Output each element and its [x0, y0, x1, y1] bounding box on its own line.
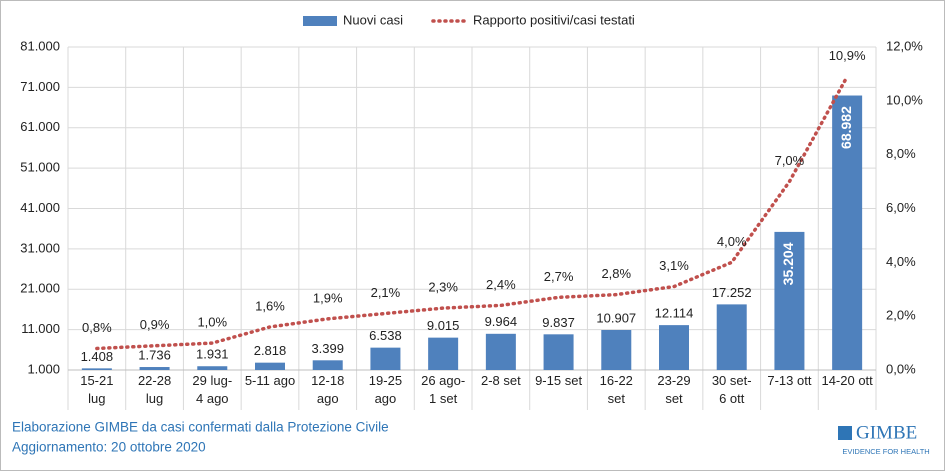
bar-value-label: 35.204	[780, 242, 796, 285]
bar	[485, 333, 516, 370]
y-tick-label: 31.000	[20, 240, 60, 255]
x-tick-label: 23-29 set	[657, 373, 690, 406]
bar-value-label: 9.015	[427, 318, 460, 333]
line-value-label: 1,9%	[313, 290, 343, 305]
y2-tick-label: 2,0%	[886, 308, 916, 323]
y2-tick-label: 4,0%	[886, 254, 916, 269]
x-tick-label: 26 ago-1 set	[421, 373, 465, 406]
x-tick-label: 14-20 ott	[821, 373, 873, 388]
line-value-label: 2,1%	[371, 285, 401, 300]
y2-tick-label: 6,0%	[886, 200, 916, 215]
line-value-label: 0,8%	[82, 320, 112, 335]
bar	[197, 366, 228, 370]
bar-value-label: 1.931	[196, 347, 229, 362]
x-tick-label: 5-11 ago	[245, 373, 295, 388]
source-note: Elaborazione GIMBE da casi confermati da…	[12, 420, 389, 435]
y-tick-label: 81.000	[20, 38, 60, 53]
bar-value-label: 68.982	[838, 106, 854, 149]
update-note: Aggiornamento: 20 ottobre 2020	[12, 440, 206, 455]
bar-value-label: 10.907	[596, 310, 636, 325]
line-value-label: 2,7%	[544, 269, 574, 284]
bar-value-label: 9.837	[542, 315, 575, 330]
bar-value-label: 12.114	[655, 306, 694, 321]
x-tick-label: 7-13 ott	[767, 373, 811, 388]
y2-tick-label: 8,0%	[886, 146, 916, 161]
x-tick-label: 29 lug-4 ago	[192, 373, 232, 406]
y-tick-label: 11.000	[21, 321, 60, 336]
bar	[370, 347, 401, 370]
x-tick-label: 12-18 ago	[311, 373, 344, 406]
bar	[832, 95, 863, 370]
y-tick-label: 71.000	[20, 79, 60, 94]
line-value-label: 10,9%	[829, 48, 866, 63]
y2-tick-label: 12,0%	[886, 38, 923, 53]
bar-value-label: 6.538	[369, 328, 402, 343]
line-value-label: 1,6%	[255, 298, 285, 313]
bar-value-label: 17.252	[712, 285, 752, 300]
bar	[659, 325, 689, 370]
bar	[543, 334, 574, 370]
bar	[139, 367, 170, 370]
legend-swatch	[303, 16, 337, 26]
bar	[255, 362, 285, 370]
logo-tagline: EVIDENCE FOR HEALTH	[842, 447, 929, 456]
x-tick-label: 16-22 set	[600, 373, 633, 406]
bar-value-label: 1.736	[138, 347, 171, 362]
bar	[81, 368, 112, 370]
logo-mark	[838, 426, 852, 440]
x-tick-label: 30 set-6 ott	[712, 373, 752, 406]
y-tick-label: 61.000	[20, 119, 60, 134]
line-value-label: 2,4%	[486, 277, 516, 292]
legend-label: Nuovi casi	[343, 12, 403, 27]
y-tick-label: 1.000	[27, 361, 60, 376]
line-value-label: 0,9%	[140, 317, 170, 332]
bar	[716, 304, 747, 370]
ratio-line	[95, 74, 849, 351]
bar	[312, 360, 343, 370]
y2-tick-label: 0,0%	[886, 361, 916, 376]
bar-value-label: 2.818	[254, 343, 287, 358]
y-tick-label: 51.000	[20, 160, 60, 175]
x-tick-label: 19-25 ago	[369, 373, 402, 406]
bar	[601, 330, 632, 370]
bar-value-label: 1.408	[81, 349, 114, 364]
x-tick-label: 22-28 lug	[138, 373, 171, 406]
x-tick-label: 15-21 lug	[80, 373, 113, 406]
line-value-label: 1,0%	[197, 315, 227, 330]
bar	[774, 231, 805, 370]
line-value-label: 3,1%	[659, 258, 689, 273]
x-tick-label: 9-15 set	[535, 373, 582, 388]
bar	[428, 337, 459, 370]
line-value-label: 2,3%	[428, 280, 458, 295]
x-tick-label: 2-8 set	[481, 373, 521, 388]
line-value-label: 4,0%	[717, 234, 747, 249]
y2-tick-label: 10,0%	[886, 92, 923, 107]
y-tick-label: 21.000	[20, 281, 60, 296]
bar-value-label: 9.964	[485, 314, 518, 329]
y-tick-label: 41.000	[20, 200, 60, 215]
legend-label: Rapporto positivi/casi testati	[473, 12, 635, 27]
line-value-label: 7,0%	[775, 153, 805, 168]
bar-value-label: 3.399	[311, 341, 344, 356]
logo: GIMBE	[856, 422, 917, 443]
line-value-label: 2,8%	[601, 266, 631, 281]
